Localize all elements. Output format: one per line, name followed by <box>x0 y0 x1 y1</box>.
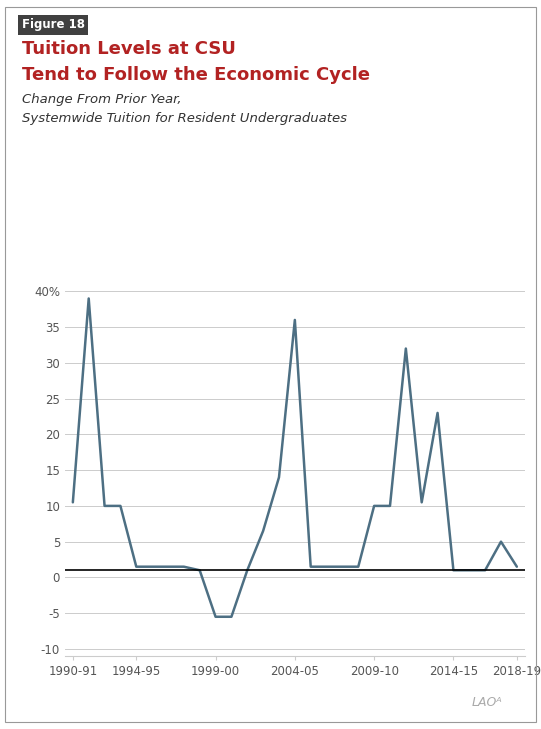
Text: Tend to Follow the Economic Cycle: Tend to Follow the Economic Cycle <box>22 66 370 84</box>
Text: Tuition Levels at CSU: Tuition Levels at CSU <box>22 40 235 58</box>
Text: Systemwide Tuition for Resident Undergraduates: Systemwide Tuition for Resident Undergra… <box>22 112 347 125</box>
Text: Change From Prior Year,: Change From Prior Year, <box>22 93 181 106</box>
Text: Figure 18: Figure 18 <box>22 18 84 31</box>
Text: LAOᴬ: LAOᴬ <box>472 695 502 709</box>
